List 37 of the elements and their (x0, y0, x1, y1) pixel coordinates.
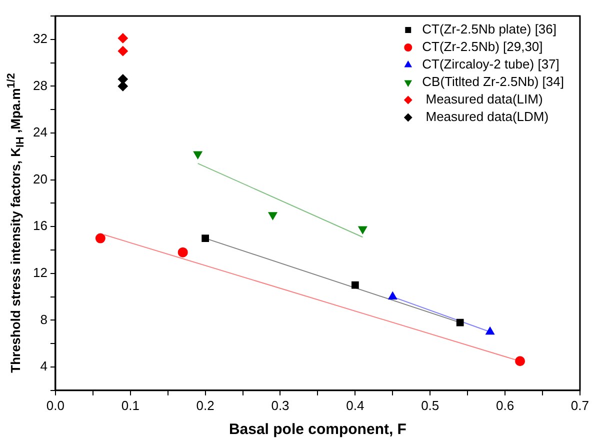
legend-label: CT(Zircaloy-2 tube) [37] (422, 56, 560, 72)
y-tick-label: 32 (32, 30, 48, 46)
point (118, 81, 128, 92)
point (193, 151, 202, 160)
point (351, 281, 359, 289)
y-tick-label: 12 (32, 264, 48, 280)
legend-label: Measured data(LIM) (422, 92, 543, 107)
point (486, 326, 494, 335)
point (456, 318, 464, 326)
x-tick-label: 0.1 (121, 398, 140, 413)
point (388, 292, 398, 300)
y-tick-label: 20 (32, 171, 48, 186)
x-tick-label: 0.4 (346, 398, 364, 413)
y-tick-label: 8 (40, 312, 48, 327)
point (118, 46, 128, 56)
legend-label: CT(Zr-2.5Nb) [29,30] (422, 39, 543, 54)
x-tick-label: 0.2 (196, 398, 214, 413)
point (95, 233, 106, 244)
y-tick-label: 4 (40, 358, 48, 374)
legend-label: CT(Zr-2.5Nb plate) [36] (422, 22, 557, 37)
point (268, 212, 278, 220)
point (178, 247, 188, 258)
x-tick-label: 0.0 (46, 398, 64, 413)
x-axis-title: Basal pole component, F (228, 421, 406, 438)
point (118, 33, 128, 44)
x-tick-label: 0.6 (496, 398, 514, 413)
legend-label: Measured data(LDM) (422, 109, 549, 124)
y-tick-label: 28 (32, 78, 48, 93)
point (202, 234, 209, 242)
point (358, 226, 368, 234)
legend-label: CB(Titlted Zr-2.5Nb) [34] (422, 74, 564, 90)
y-tick-label: 24 (32, 124, 48, 140)
x-tick-label: 0.3 (271, 398, 290, 413)
y-tick-label: 16 (32, 218, 48, 234)
point (515, 356, 526, 366)
x-tick-label: 0.7 (570, 398, 590, 413)
x-tick-label: 0.5 (421, 398, 440, 413)
